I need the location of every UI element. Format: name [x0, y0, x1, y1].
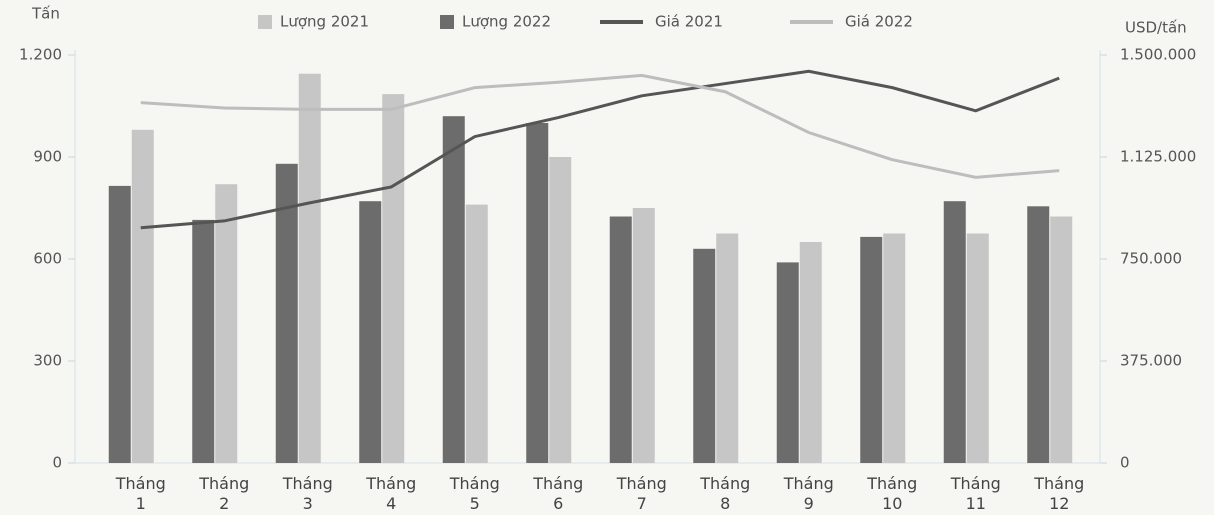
legend-label: Lượng 2021 [280, 13, 369, 31]
bar [549, 157, 572, 463]
y-tick-label: 900 [33, 148, 62, 166]
legend-swatch [258, 15, 272, 29]
x-tick-label: Tháng 5 [449, 474, 500, 513]
x-tick-label: Tháng 8 [699, 474, 750, 513]
bar [192, 219, 215, 463]
x-tick-label: Tháng 7 [616, 474, 667, 513]
x-tick-label: Tháng 12 [1033, 474, 1084, 513]
legend-label: Giá 2021 [655, 13, 723, 31]
x-tick-label: Tháng 2 [198, 474, 249, 513]
legend-label: Lượng 2022 [462, 13, 551, 31]
y2-tick-label: 375.000 [1120, 352, 1182, 370]
y-tick-label: 0 [52, 454, 62, 472]
line [140, 69, 1060, 230]
bar [131, 129, 154, 464]
bar [526, 123, 549, 463]
line [140, 73, 1060, 179]
legend-label: Giá 2022 [845, 13, 913, 31]
bar [693, 248, 716, 463]
x-tick-label: Tháng 3 [282, 474, 333, 513]
bar [799, 242, 822, 463]
bar [442, 116, 465, 463]
bar [716, 233, 739, 463]
y2-tick-label: 750.000 [1120, 250, 1182, 268]
x-tick-label: Tháng 9 [783, 474, 834, 513]
bar [275, 163, 298, 464]
bar [298, 73, 321, 463]
y2-tick-label: 0 [1120, 454, 1130, 472]
y-tick-label: 600 [33, 250, 62, 268]
bar [215, 184, 238, 463]
bar [108, 185, 131, 463]
legend-swatch [440, 15, 454, 29]
x-tick-label: Tháng 6 [532, 474, 583, 513]
y-tick-label: 1.200 [19, 46, 62, 64]
y2-tick-label: 1.500.000 [1120, 46, 1196, 64]
bar [632, 208, 655, 463]
bar [943, 201, 966, 463]
bar [382, 94, 405, 463]
x-tick-label: Tháng 10 [866, 474, 917, 513]
bar [860, 236, 883, 463]
x-tick-label: Tháng 4 [365, 474, 416, 513]
y-tick-label: 300 [33, 352, 62, 370]
bar [359, 201, 382, 463]
bar [883, 233, 906, 463]
bar [465, 204, 488, 463]
x-tick-label: Tháng 11 [950, 474, 1001, 513]
y2-axis-title: USD/tấn [1125, 19, 1187, 37]
x-tick-label: Tháng 1 [115, 474, 166, 513]
bar [1027, 206, 1050, 464]
bar [609, 216, 632, 463]
bar [966, 233, 989, 463]
y2-tick-label: 1.125.000 [1120, 148, 1196, 166]
y-axis-title: Tấn [31, 5, 60, 23]
bar [1050, 216, 1073, 463]
bar [776, 262, 799, 463]
